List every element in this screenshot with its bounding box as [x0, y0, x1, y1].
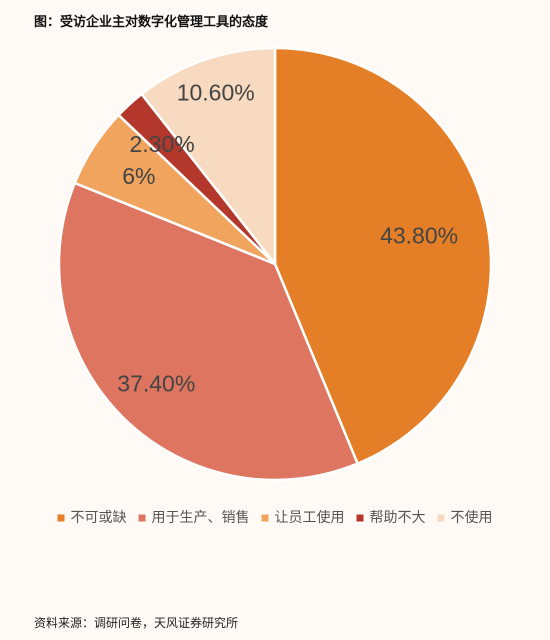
legend-item-1: 不可或缺 — [57, 510, 127, 526]
legend-label-1: 不可或缺 — [71, 510, 127, 526]
data-labels: 43.80% 37.40% 6% 2.30% 10.60% — [117, 80, 458, 397]
legend-item-3: 让员工使用 — [261, 509, 345, 526]
legend-item-2: 用于生产、销售 — [138, 510, 250, 526]
legend-label-3: 让员工使用 — [275, 509, 345, 526]
legend-item-5: 不使用 — [437, 509, 493, 526]
legend-swatch-5 — [437, 514, 445, 522]
data-label-3: 6% — [122, 163, 155, 189]
data-label-5: 10.60% — [177, 80, 255, 106]
legend-swatch-1 — [57, 514, 65, 522]
legend-label-5: 不使用 — [451, 509, 493, 526]
source-note: 资料来源：调研问卷，天风证券研究所 — [34, 616, 239, 630]
pie-slice-1 — [273, 46, 493, 465]
legend-label-4: 帮助不大 — [370, 510, 426, 526]
pie-chart: 43.80% 37.40% 6% 2.30% 10.60% 不可或缺 用于生产、销售 让员工… — [57, 46, 493, 526]
legend-swatch-4 — [356, 514, 364, 522]
pie-slice-5 — [140, 46, 277, 266]
legend-swatch-3 — [261, 514, 269, 522]
data-label-2: 37.40% — [117, 371, 195, 397]
chart-title: 图：受访企业主对数字化管理工具的态度 — [34, 15, 269, 30]
legend: 不可或缺 用于生产、销售 让员工使用 帮助不大 不使用 — [57, 509, 493, 526]
data-label-4: 2.30% — [129, 131, 194, 157]
legend-item-4: 帮助不大 — [356, 510, 426, 526]
data-label-1: 43.80% — [380, 222, 458, 248]
legend-label-2: 用于生产、销售 — [152, 510, 250, 526]
pie-slice-2 — [57, 181, 359, 482]
legend-swatch-2 — [138, 514, 146, 522]
pie-slices — [57, 46, 493, 482]
